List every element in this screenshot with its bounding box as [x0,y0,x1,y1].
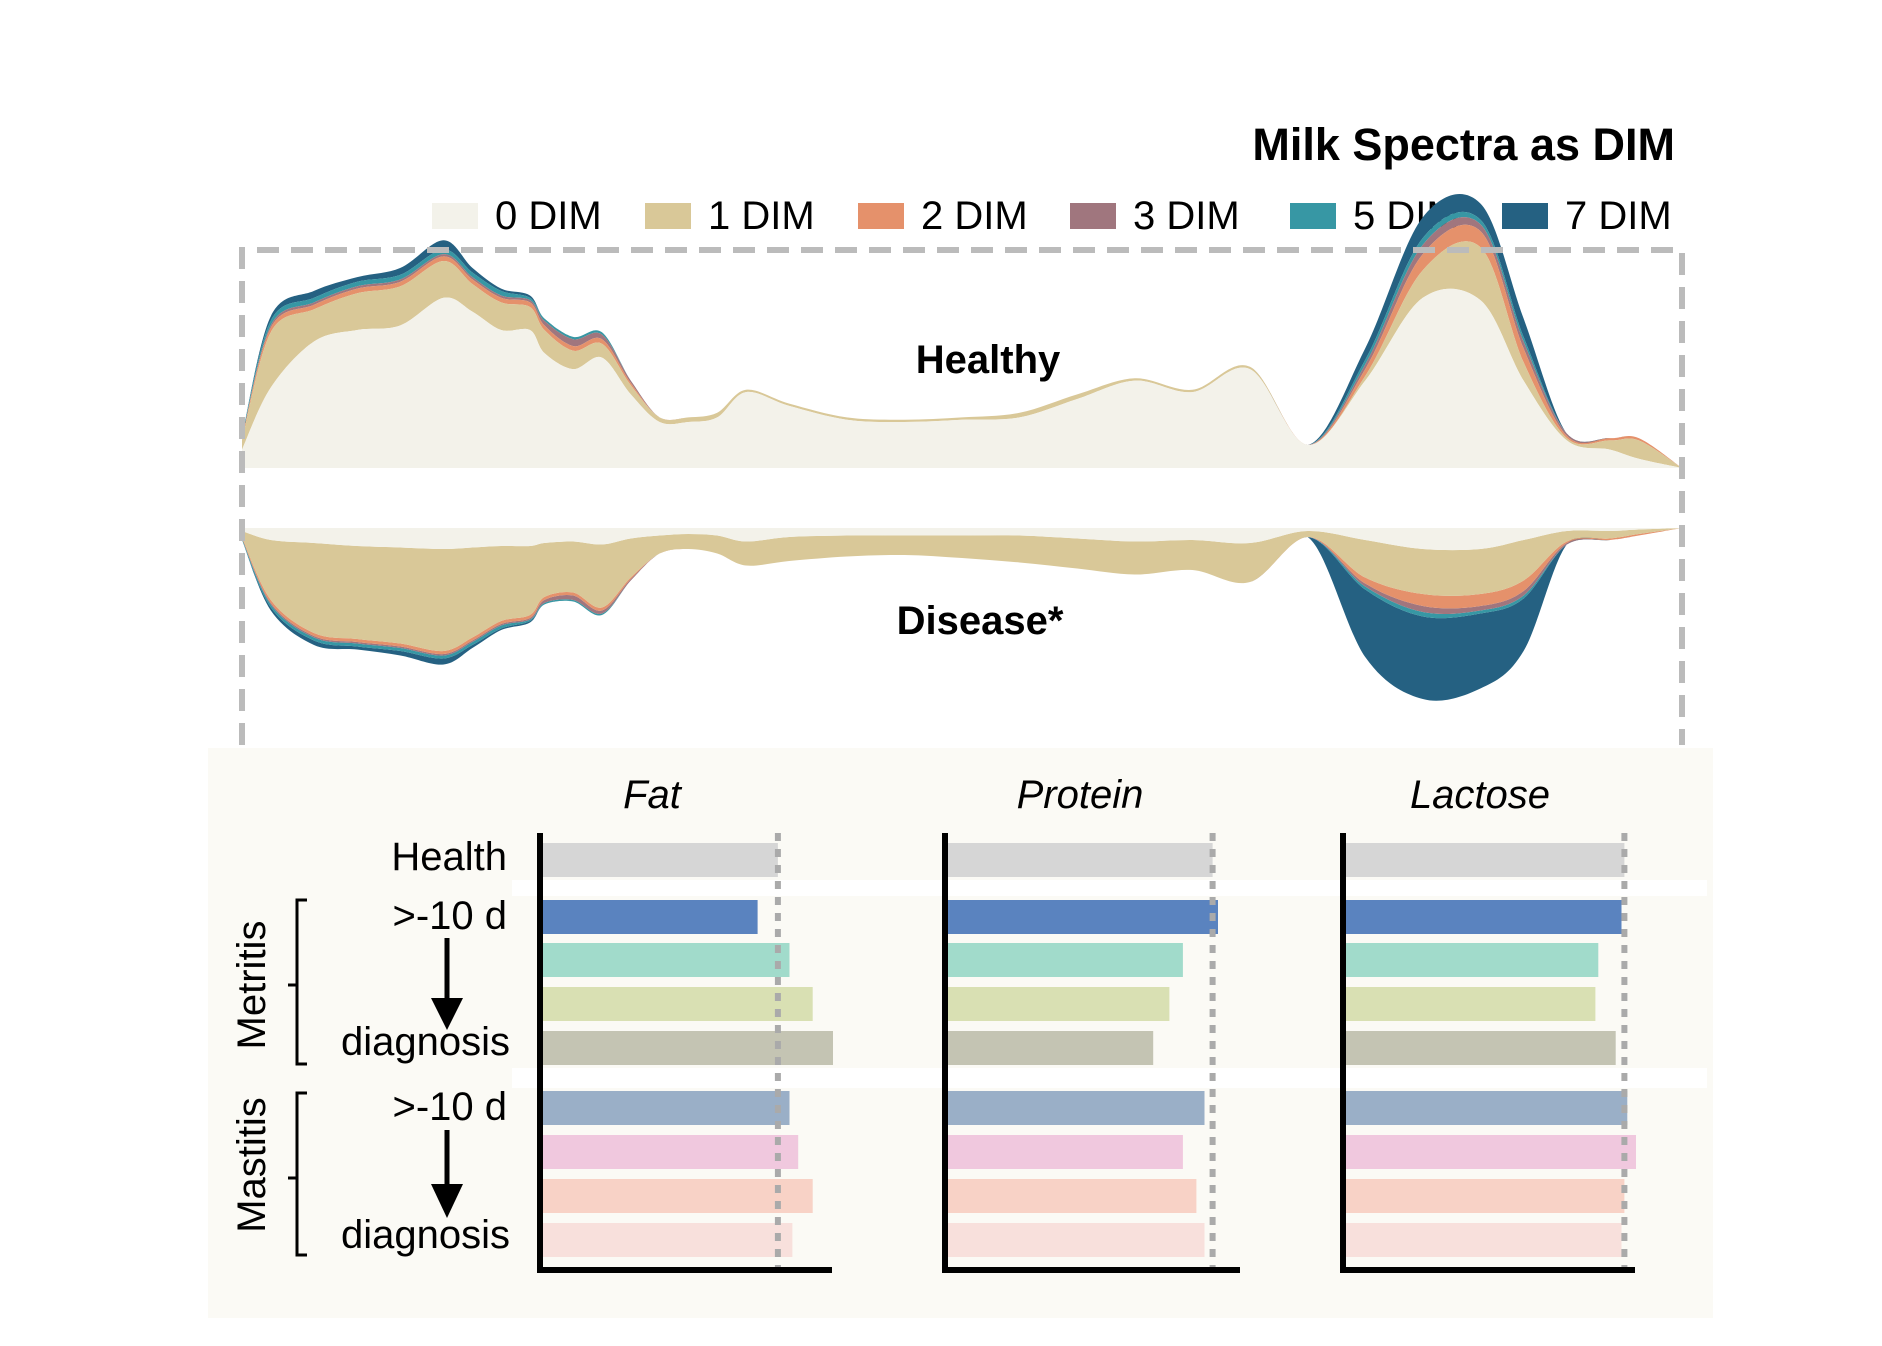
bar-protein-health-0 [948,843,1213,877]
bar-protein-mastitis-5 [948,1091,1205,1125]
disease-label: Disease* [897,599,1064,643]
bar-fat-metritis-3 [543,987,813,1021]
panel-title-fat: Fat [623,773,683,817]
arrow-mastitis [431,1130,463,1218]
row-label-metritis-start: >-10 d [392,894,507,938]
bar-lactose-mastitis-5 [1346,1091,1628,1125]
legend-swatch-5-dim [1290,203,1336,229]
panel-title-lactose: Lactose [1410,773,1550,817]
legend-swatch-3-dim [1070,203,1116,229]
bar-fat-mastitis-6 [543,1135,799,1169]
disease-area-7-dim [242,528,1682,701]
bar-fat-metritis-2 [543,943,790,977]
bar-lactose-metritis-2 [1346,943,1599,977]
legend-swatch-1-dim [645,203,691,229]
bar-fat-mastitis-5 [543,1091,790,1125]
bar-fat-mastitis-8 [543,1223,793,1257]
bar-lactose-metritis-1 [1346,900,1622,934]
bar-lactose-health-0 [1346,843,1625,877]
legend: 0 DIM 1 DIM 2 DIM 3 DIM 5 DIM 7 DIM [432,194,1672,238]
row-label-mastitis-start: >-10 d [392,1085,507,1129]
disease-area-2-dim [242,528,1682,655]
legend-label-1-dim: 1 DIM [708,194,815,238]
healthy-area-0-dim [242,288,1682,468]
bar-protein-mastitis-6 [948,1135,1183,1169]
legend-swatch-0-dim [432,203,478,229]
row-label-health: Health [391,835,507,879]
bar-lactose-metritis-3 [1346,987,1596,1021]
group-label-mastitis: Mastitis [230,1097,274,1233]
legend-label-7-dim: 7 DIM [1565,194,1672,238]
legend-swatch-2-dim [858,203,904,229]
group-separator-health [512,880,1707,896]
panel-title-protein: Protein [1017,773,1144,817]
bar-lactose-mastitis-7 [1346,1179,1625,1213]
bar-panels [512,833,1707,1273]
bar-fat-health-0 [543,843,778,877]
group-label-metritis: Metritis [230,921,274,1050]
bar-lactose-mastitis-6 [1346,1135,1636,1169]
group-separator-metritis [512,1068,1707,1088]
bar-protein-metritis-3 [948,987,1170,1021]
spectra-plot [242,194,1682,701]
disease-area-1-dim [242,528,1682,652]
bar-protein-metritis-1 [948,900,1218,934]
bar-lactose-metritis-4 [1346,1031,1616,1065]
bar-fat-metritis-4 [543,1031,833,1065]
healthy-label: Healthy [916,338,1061,382]
bracket-mastitis [288,1091,307,1257]
bar-fat-metritis-1 [543,900,758,934]
bar-protein-mastitis-7 [948,1179,1197,1213]
bar-protein-mastitis-8 [948,1223,1205,1257]
chart-title: Milk Spectra as DIM [1252,119,1675,170]
legend-swatch-7-dim [1502,203,1548,229]
row-label-mastitis-end: diagnosis [341,1213,510,1257]
bar-fat-mastitis-7 [543,1179,813,1213]
bar-lactose-mastitis-8 [1346,1223,1622,1257]
dashed-frame [239,247,1685,745]
bracket-metritis [288,898,307,1066]
disease-area-0-dim [242,528,1682,551]
legend-label-3-dim: 3 DIM [1133,194,1240,238]
arrow-metritis [431,938,463,1030]
bar-protein-metritis-2 [948,943,1183,977]
legend-label-0-dim: 0 DIM [495,194,602,238]
row-label-metritis-end: diagnosis [341,1020,510,1064]
legend-label-2-dim: 2 DIM [921,194,1028,238]
bar-protein-metritis-4 [948,1031,1154,1065]
